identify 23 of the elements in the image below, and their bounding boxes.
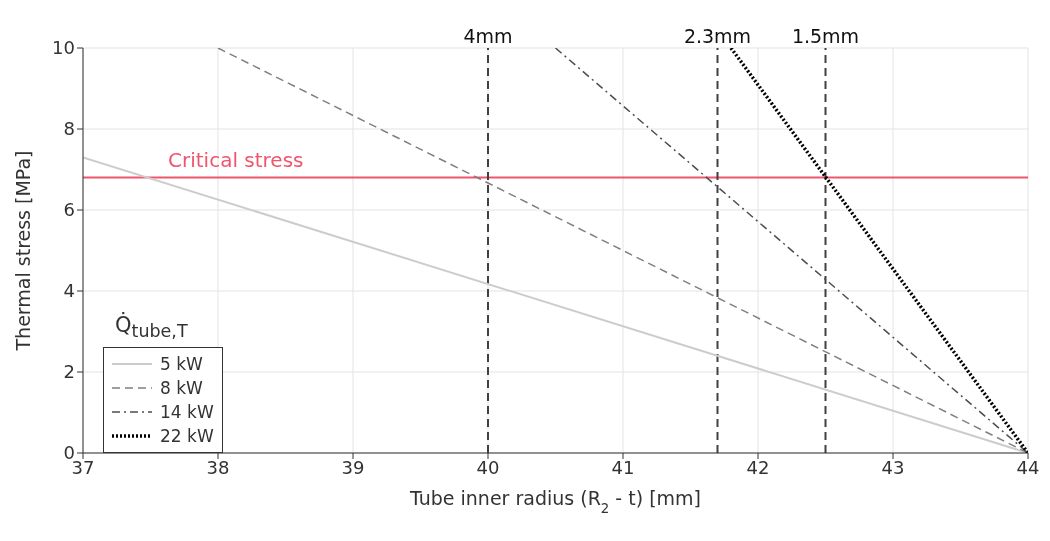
y-axis-title: Thermal stress [MPa]: [11, 150, 34, 352]
ref-line-label: 4mm: [463, 25, 513, 47]
x-tick-label: 39: [341, 456, 365, 478]
legend-label: 14 kW: [160, 402, 214, 422]
legend-title: Q̇$_{tube,T}$: [115, 312, 189, 341]
x-tick-label: 40: [476, 456, 500, 478]
x-axis-title: Tube inner radius (R$_{2}$ - t) [mm]: [408, 487, 702, 516]
y-tick-label: 8: [63, 118, 75, 140]
ref-line-label: Critical stress: [168, 147, 304, 172]
y-tick-label: 10: [52, 37, 75, 59]
legend-label: 5 kW: [160, 354, 203, 374]
legend-label: 22 kW: [160, 426, 214, 446]
x-tick-label: 43: [881, 456, 905, 478]
ref-line-label: 1.5mm: [791, 25, 860, 47]
y-tick-label: 4: [63, 280, 75, 302]
ref-line-label: 2.3mm: [683, 25, 752, 47]
legend-label: 8 kW: [160, 378, 203, 398]
x-tick-label: 41: [611, 456, 635, 478]
x-tick-label: 38: [206, 456, 230, 478]
x-tick-label: 44: [1016, 456, 1040, 478]
x-tick-label: 42: [746, 456, 770, 478]
y-tick-label: 2: [63, 361, 75, 383]
y-tick-label: 6: [63, 199, 75, 221]
